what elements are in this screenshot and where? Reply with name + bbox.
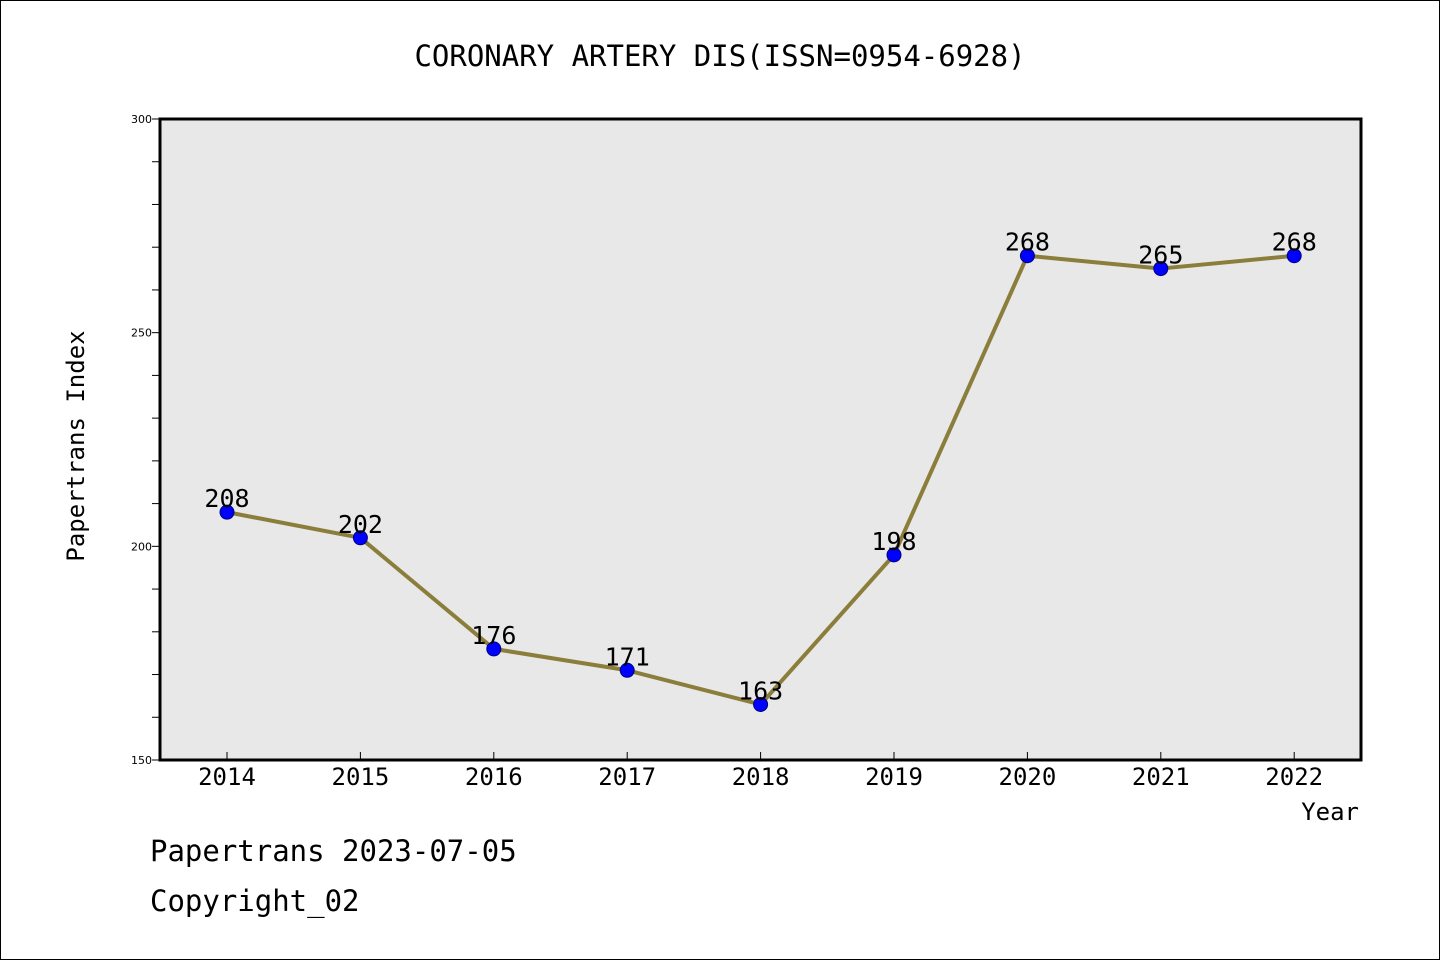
x-axis: 2014 2015 2016 2017 2018 2019 2020 2021 2022 — [198, 752, 1323, 791]
data-label: 265 — [1138, 241, 1183, 270]
x-tick-label: 2014 — [198, 763, 256, 791]
y-axis-label: Papertrans Index — [62, 330, 90, 561]
chart-title: CORONARY ARTERY DIS(ISSN=0954-6928) — [414, 39, 1025, 73]
data-point — [1019, 248, 1035, 264]
x-tick-label: 2015 — [332, 763, 390, 791]
y-tick-label: 250 — [131, 327, 152, 340]
x-tick-label: 2018 — [732, 763, 790, 791]
x-axis-label: Year — [1301, 798, 1359, 826]
data-point — [219, 504, 235, 520]
data-point — [886, 547, 902, 563]
y-tick-label: 200 — [131, 540, 152, 553]
data-label: 268 — [1005, 228, 1050, 257]
y-tick-label: 150 — [131, 754, 152, 767]
footer-copyright: Copyright_02 — [150, 884, 360, 918]
y-axis: 150 200 250 300 — [131, 113, 160, 767]
data-point — [753, 696, 769, 712]
data-point — [619, 662, 635, 678]
data-label: 198 — [871, 527, 916, 556]
data-label: 171 — [605, 642, 650, 671]
plot-border — [158, 117, 1363, 762]
x-tick-label: 2019 — [865, 763, 923, 791]
data-point — [1286, 248, 1302, 264]
data-point — [352, 530, 368, 546]
y-tick-label: 300 — [131, 113, 152, 126]
x-tick-label: 2017 — [598, 763, 656, 791]
data-point — [1153, 261, 1169, 277]
data-label: 208 — [204, 484, 249, 513]
x-tick-label: 2022 — [1265, 763, 1323, 791]
data-label: 202 — [338, 510, 383, 539]
x-tick-label: 2021 — [1132, 763, 1190, 791]
data-label: 163 — [738, 676, 783, 705]
footer-date: Papertrans 2023-07-05 — [150, 834, 517, 868]
plot-area — [160, 119, 1361, 760]
x-tick-label: 2016 — [465, 763, 523, 791]
series-layer: 208 202 176 171 163 198 268 265 268 — [204, 228, 1317, 712]
data-point — [486, 641, 502, 657]
data-label: 176 — [471, 621, 516, 650]
x-tick-label: 2020 — [999, 763, 1057, 791]
data-label: 268 — [1272, 228, 1317, 257]
